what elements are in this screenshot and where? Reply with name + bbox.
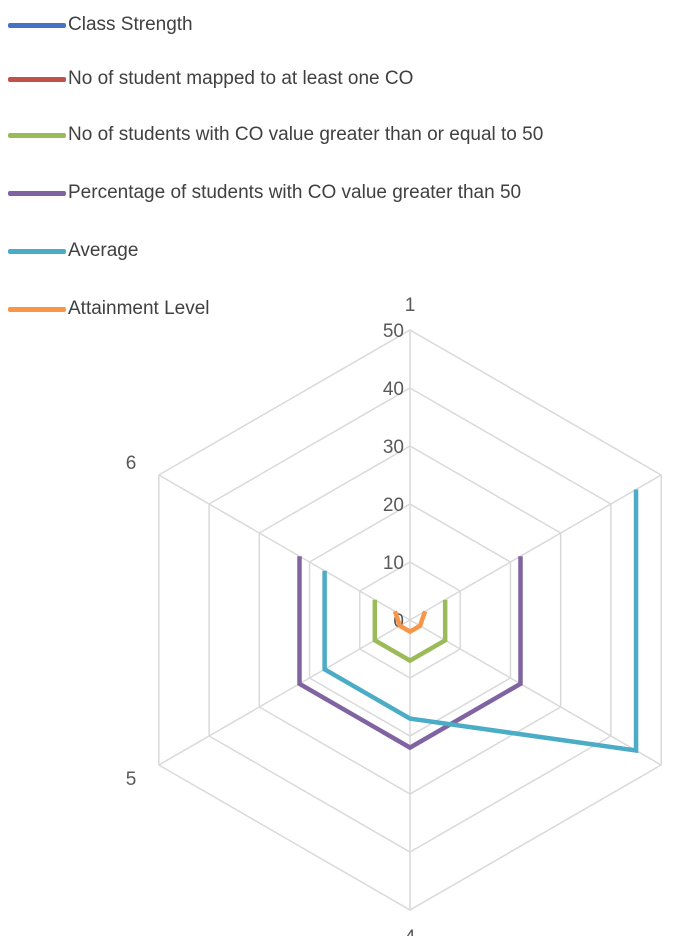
tick-label: 10 (383, 553, 404, 574)
legend-label: Average (68, 240, 139, 261)
category-label: 5 (126, 769, 137, 790)
legend-item: Class Strength (8, 10, 193, 40)
legend-label: Percentage of students with CO value gre… (68, 182, 522, 203)
legend-label: No of students with CO value greater tha… (68, 124, 544, 145)
legend-item: No of student mapped to at least one CO (8, 64, 413, 94)
grid-spoke (158, 474, 411, 621)
legend-swatch (8, 248, 66, 254)
series-line (322, 489, 639, 754)
legend-swatch (8, 76, 66, 82)
grid-spoke (409, 619, 662, 766)
legend-item: No of students with CO value greater tha… (8, 120, 543, 150)
legend-swatch (8, 22, 66, 28)
legend-swatch (8, 190, 66, 196)
series-lines (297, 489, 639, 754)
category-label: 6 (126, 453, 137, 474)
category-label: 4 (405, 927, 416, 936)
legend-item: Percentage of students with CO value gre… (8, 178, 521, 208)
series-line (392, 610, 428, 635)
tick-label: 20 (383, 495, 404, 516)
category-label: 1 (405, 295, 416, 316)
legend-label: No of student mapped to at least one CO (68, 68, 414, 89)
legend-label: Class Strength (68, 14, 193, 35)
tick-label: 50 (383, 321, 404, 342)
grid-spoke (409, 474, 662, 621)
grid-spoke (158, 619, 411, 766)
legend-item: Attainment Level (8, 294, 210, 324)
tick-label: 30 (383, 437, 404, 458)
legend-label: Attainment Level (68, 298, 210, 319)
legend-swatch (8, 306, 66, 312)
series-line (297, 556, 523, 751)
legend-item: Average (8, 236, 138, 266)
series-line (372, 599, 448, 664)
tick-label: 40 (383, 379, 404, 400)
category-axis-labels: 123456 (126, 295, 416, 936)
radar-spokes (158, 330, 662, 910)
legend-swatch (8, 132, 66, 138)
